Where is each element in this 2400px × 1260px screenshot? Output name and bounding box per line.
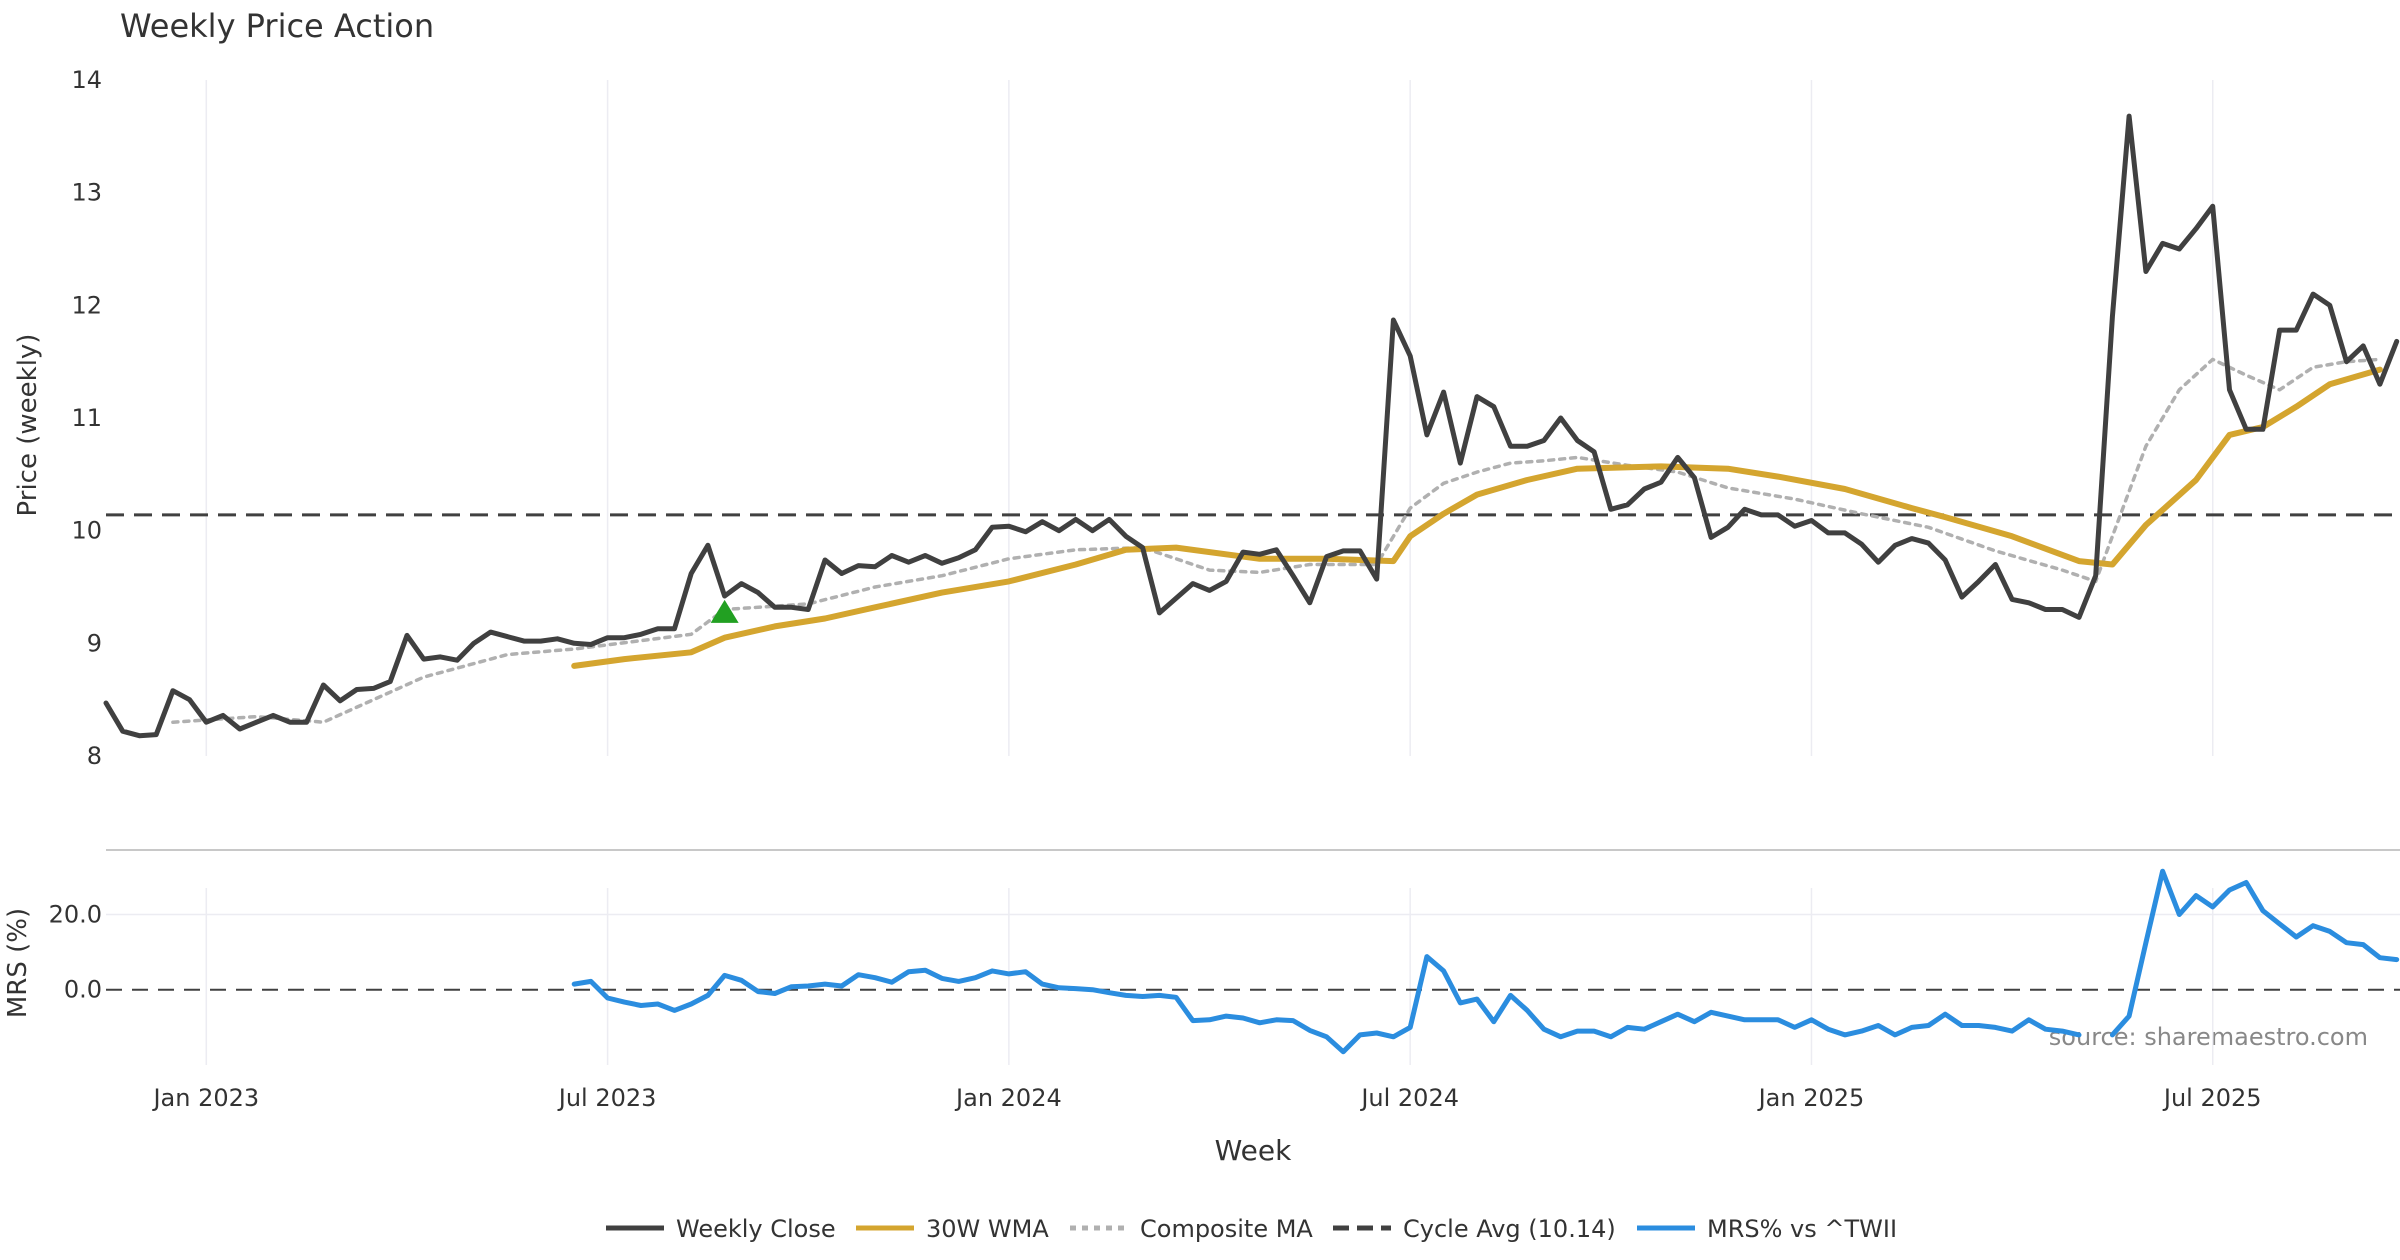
weekly-close-series [103,113,2400,739]
price-tick-label: 10 [71,517,102,545]
price-tick-label: 9 [87,629,102,657]
legend-item: Cycle Avg (10.14) [1333,1215,1616,1243]
legend-item: Weekly Close [606,1215,836,1243]
legend-label: Cycle Avg (10.14) [1403,1215,1616,1243]
x-tick-label: Jan 2025 [1757,1084,1865,1112]
legend-item: MRS% vs ^TWII [1637,1215,1897,1243]
mrs-axis-label: MRS (%) [3,908,33,1018]
legend-label: 30W WMA [926,1215,1049,1243]
legend-label: Weekly Close [676,1215,836,1243]
price-tick-label: 14 [71,66,102,94]
x-tick-label: Jul 2025 [2162,1084,2262,1112]
x-tick-label: Jan 2024 [954,1084,1062,1112]
x-tick-label: Jul 2023 [557,1084,657,1112]
legend-item: 30W WMA [856,1215,1049,1243]
composite-ma-series [171,357,2382,724]
mrs-tick-label: 20.0 [49,900,102,928]
price-tick-label: 12 [71,291,102,319]
signal-marker-triangle [710,599,739,623]
price-axis-label: Price (weekly) [13,334,43,517]
legend-label: MRS% vs ^TWII [1707,1215,1897,1243]
x-tick-label: Jan 2023 [151,1084,259,1112]
x-tick-label: Jul 2024 [1359,1084,1459,1112]
x-axis-label: Week [1215,1134,1292,1167]
mrs-series [571,868,2400,1055]
legend-label: Composite MA [1140,1215,1313,1243]
30w-wma-series [571,366,2383,669]
source-annotation: source: sharemaestro.com [2049,1023,2368,1051]
legend-item: Composite MA [1070,1215,1313,1243]
price-tick-label: 11 [71,404,102,432]
mrs-tick-label: 0.0 [64,976,102,1004]
chart-title: Weekly Price Action [120,7,434,45]
price-tick-label: 13 [71,179,102,207]
price-tick-label: 8 [87,742,102,770]
